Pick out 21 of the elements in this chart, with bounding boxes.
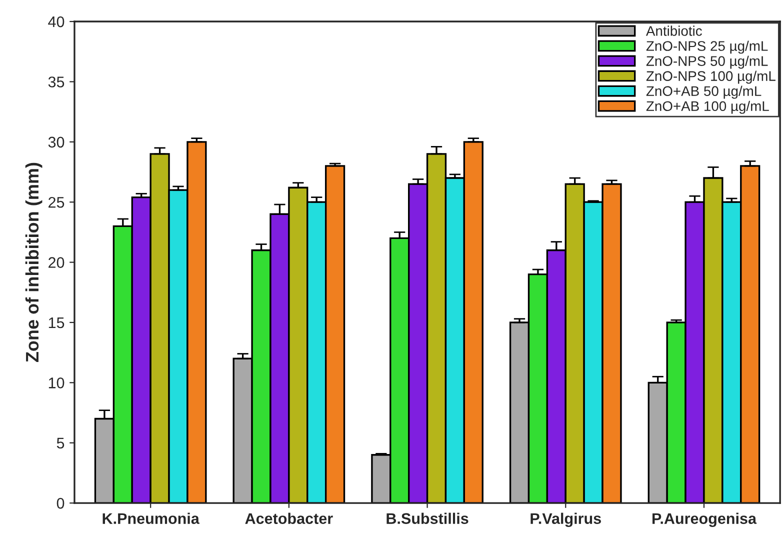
y-tick-label: 25 <box>48 196 64 208</box>
y-tick-label: 30 <box>48 136 64 148</box>
legend-label: ZnO-NPS 50 µg/mL <box>646 56 768 69</box>
x-tick-label: K.Pneumonia <box>102 512 200 524</box>
legend-label: Antibiotic <box>646 26 702 36</box>
legend-label: ZnO-NPS 100 µg/mL <box>646 70 776 84</box>
y-tick-label: 5 <box>56 438 64 449</box>
legend-label: ZnO-NPS 25 µg/mL <box>646 40 768 54</box>
y-tick-label: 15 <box>48 317 64 328</box>
y-tick-label: 0 <box>56 498 64 509</box>
x-tick-label: B.Substillis <box>386 512 468 524</box>
x-tick-label: P.Aureogenisa <box>652 512 757 528</box>
legend-label: ZnO+AB 100 µg/mL <box>646 100 769 114</box>
x-tick-label: P.Valgirus <box>530 512 601 528</box>
y-tick-label: 35 <box>48 76 64 88</box>
y-axis-title: Zone of inhibition (mm) <box>25 162 42 362</box>
y-tick-label: 10 <box>48 378 64 388</box>
x-tick-label: Acetobacter <box>245 512 333 524</box>
y-tick-label: 40 <box>48 16 64 28</box>
y-tick-label: 20 <box>48 257 64 268</box>
legend-label: ZnO+AB 50 µg/mL <box>646 86 762 99</box>
